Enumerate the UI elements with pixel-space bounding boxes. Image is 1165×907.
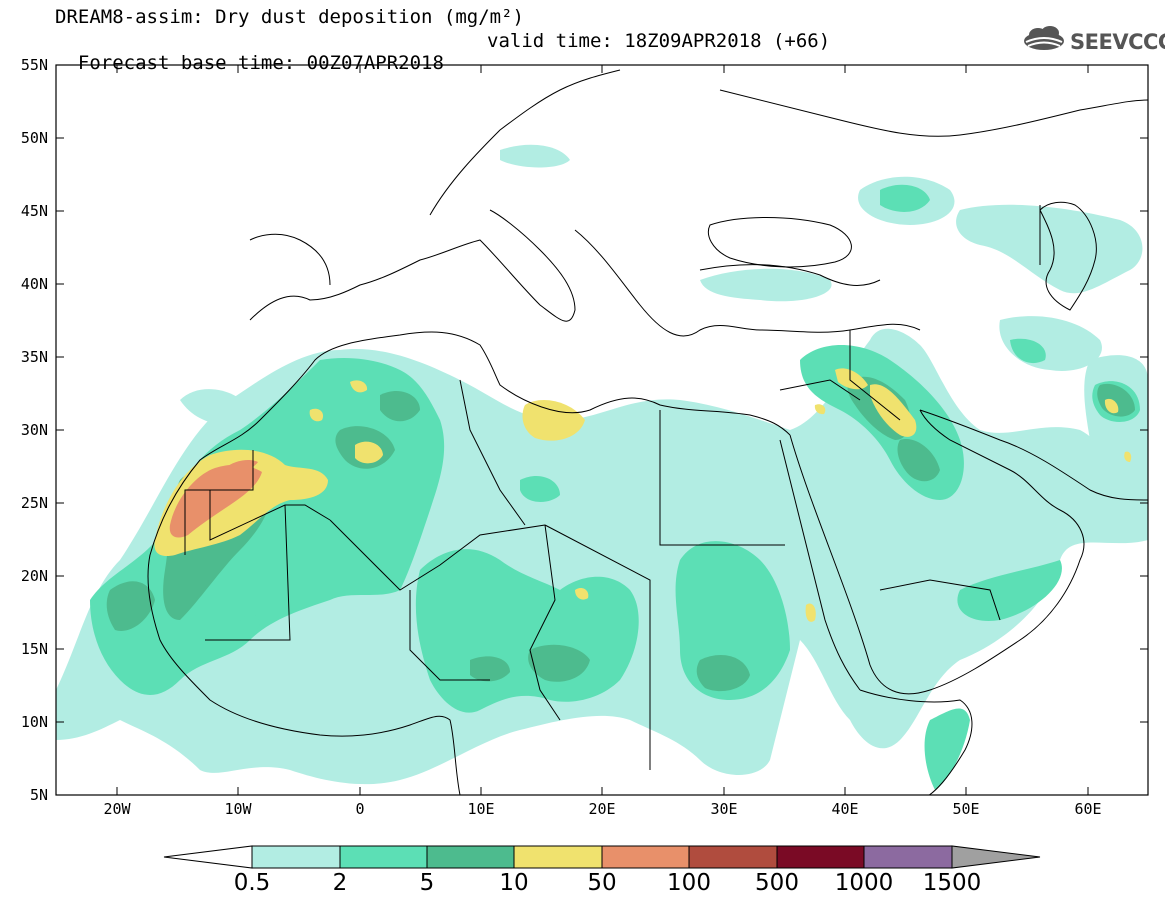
colorbar-label: 1500 [922,870,982,896]
base-time-label: Forecast base time: 00Z07APR2018 [77,52,444,74]
colorbar-under-arrow [163,845,253,869]
logo-text: SEEVCCC [1070,30,1165,54]
colorbar-label: 50 [587,870,617,896]
lat-label: 35N [21,348,48,366]
lon-label: 0 [355,800,364,818]
coastlines [147,69,1148,795]
colorbar-label: 10 [499,870,529,896]
lon-label: 20E [588,800,615,818]
map-title: DREAM8-assim: Dry dust deposition (mg/m²… [55,6,524,28]
lat-label: 30N [21,421,48,439]
lon-label: 40E [831,800,858,818]
lat-label: 25N [21,494,48,512]
seevccc-logo [1024,26,1064,50]
lat-label: 40N [21,275,48,293]
lat-label: 50N [21,129,48,147]
colorbar-segment [688,845,778,869]
colorbar-segment [426,845,515,869]
forecast-times: Forecast base time: 00Z07APR2018 valid t… [55,30,830,96]
lon-label: 30E [710,800,737,818]
colorbar-segment [601,845,690,869]
colorbar-segment [251,845,341,869]
lon-label: 50E [952,800,979,818]
longitude-labels: 20W 10W 0 10E 20E 30E 40E 50E 60E [103,800,1101,818]
colorbar-segment [513,845,603,869]
lon-label: 60E [1074,800,1101,818]
cloud-icon [1024,26,1064,50]
lat-label: 10N [21,713,48,731]
lat-label: 45N [21,202,48,220]
lon-label: 10E [467,800,494,818]
latitude-labels: 55N 50N 45N 40N 35N 30N 25N 20N 15N 10N … [21,56,48,804]
colorbar-label: 500 [755,870,799,896]
colorbar-over-arrow [951,845,1041,869]
colorbar-label: 0.5 [233,870,271,896]
lat-label: 20N [21,567,48,585]
dust-deposition-field [56,69,1148,795]
lat-label: 55N [21,56,48,74]
colorbar-label: 1000 [834,870,894,896]
colorbar-label: 100 [667,870,711,896]
colorbar-segment [863,845,953,869]
lat-label: 5N [30,786,48,804]
lon-label: 10W [224,800,252,818]
lat-label: 15N [21,640,48,658]
level-50-region [169,460,262,538]
colorbar-segment [339,845,428,869]
valid-time-label: valid time: 18Z09APR2018 (+66) [487,30,831,52]
colorbar-segment [776,845,865,869]
lon-label: 20W [103,800,131,818]
colorbar [163,845,1041,869]
colorbar-label: 5 [419,870,435,896]
colorbar-label: 2 [332,870,348,896]
level-10-region [154,368,1132,622]
